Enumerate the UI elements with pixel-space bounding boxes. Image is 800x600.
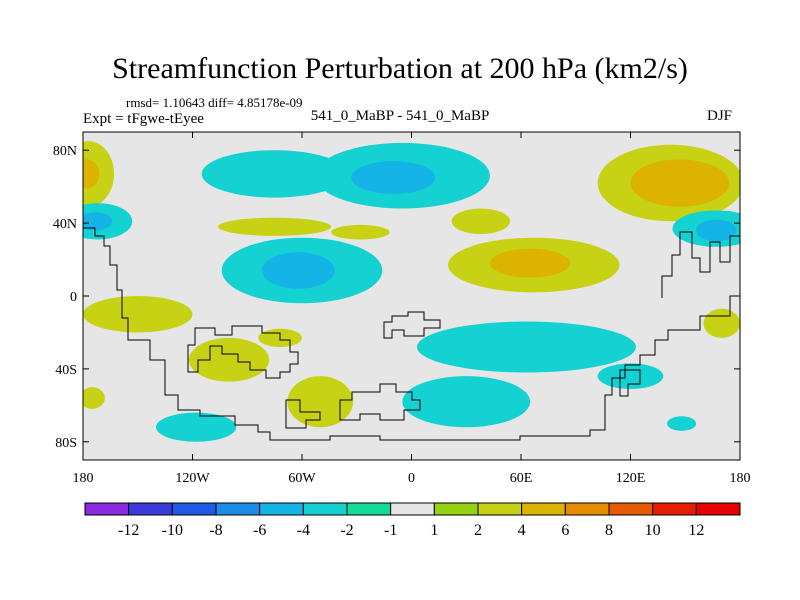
y-tick-label-2: 0 <box>70 290 77 305</box>
region-e-indian-s <box>597 363 664 389</box>
colorbar-label-1: -10 <box>162 522 183 539</box>
region-australia-patch <box>703 308 740 338</box>
x-tick-label-0: 180 <box>73 471 94 486</box>
colorbar-label-4: -4 <box>297 522 310 539</box>
region-east-asia-40n-core <box>696 219 737 242</box>
colorbar-label-0: -12 <box>118 522 139 539</box>
colorbar-label-8: 2 <box>474 522 482 539</box>
colorbar-label-12: 10 <box>645 522 661 539</box>
region-s-atlantic-s <box>287 376 354 428</box>
y-tick-label-3: 40S <box>55 363 77 378</box>
region-subtrop-atl-band-2 <box>331 224 390 240</box>
colorbar-label-7: 1 <box>430 522 438 539</box>
colorbar-label-10: 6 <box>561 522 569 539</box>
x-tick-label-4: 60E <box>510 471 533 486</box>
coastline <box>83 227 740 441</box>
colorbar-label-11: 8 <box>605 522 613 539</box>
region-s-pacific-s <box>156 412 237 442</box>
season-label: DJF <box>706 108 732 124</box>
colorbar-swatch-8 <box>433 502 479 516</box>
colorbar-swatch-9 <box>477 502 523 516</box>
region-w-australia <box>667 416 697 431</box>
colorbar-swatch-3 <box>215 502 261 516</box>
colorbar-label-3: -6 <box>253 522 266 539</box>
region-pacific-eq <box>83 296 193 333</box>
x-tick-label-3: 0 <box>408 471 415 486</box>
colorbar-label-9: 4 <box>518 522 526 539</box>
colorbar-swatch-10 <box>521 502 566 516</box>
experiment-label: Expt = tFgwe-tEyee <box>83 111 204 127</box>
colorbar-swatch-4 <box>259 502 304 516</box>
region-se-pacific-edge <box>83 387 105 409</box>
colorbar-swatch-14 <box>695 502 741 516</box>
region-north-atlantic-core <box>351 161 436 194</box>
region-indian-trop-core <box>489 248 571 278</box>
colorbar-label-13: 12 <box>688 522 704 539</box>
region-indian-south-band <box>416 321 636 373</box>
colorbar-swatch-5 <box>302 502 348 516</box>
colorbar-swatch-7 <box>390 502 435 516</box>
region-atlantic-trop-core <box>261 252 335 289</box>
region-subtrop-atl-band <box>218 217 332 236</box>
x-tick-label-1: 120W <box>175 471 210 486</box>
colorbar-label-5: -2 <box>340 522 353 539</box>
region-mideast-patch <box>451 208 511 235</box>
region-tropical-ne-pacific <box>201 150 348 198</box>
stats-label: rmsd= 1.10643 diff= 4.85178e-09 <box>126 95 303 110</box>
y-tick-label-0: 80N <box>53 144 77 159</box>
colorbar-swatch-0 <box>84 502 130 516</box>
colorbar-swatch-6 <box>346 502 392 516</box>
colorbar-swatch-12 <box>608 502 654 516</box>
colorbar-label-6: -1 <box>384 522 397 539</box>
colorbar-swatch-1 <box>128 502 173 516</box>
colorbar-swatch-2 <box>171 502 217 516</box>
region-nw-pacific-core <box>83 159 100 189</box>
colorbar: -12 -10 -8 -6 -4 -2 -1 1 2 4 6 8 10 12 <box>84 502 741 539</box>
x-tick-label-2: 60W <box>288 471 316 486</box>
colorbar-swatch-11 <box>564 502 610 516</box>
region-ne-pacific-40n-core <box>83 212 113 231</box>
x-tick-label-5: 120E <box>616 471 646 486</box>
region-s-africa <box>402 376 531 428</box>
y-tick-label-4: 80S <box>55 436 77 451</box>
colorbar-swatch-13 <box>652 502 697 516</box>
axes: 180 120W 60W 0 60E 120E 180 80N 40N 0 40S 80S <box>53 132 751 486</box>
region-central-asia-core <box>630 159 730 207</box>
region-s-america-west <box>188 337 270 382</box>
contour-regions <box>83 141 740 442</box>
chart-title: Streamfunction Perturbation at 200 hPa (… <box>112 52 688 85</box>
y-tick-label-1: 40N <box>53 217 77 232</box>
colorbar-label-2: -8 <box>209 522 222 539</box>
x-tick-label-6: 180 <box>730 471 751 486</box>
case-label: 541_0_MaBP - 541_0_MaBP <box>310 108 490 124</box>
